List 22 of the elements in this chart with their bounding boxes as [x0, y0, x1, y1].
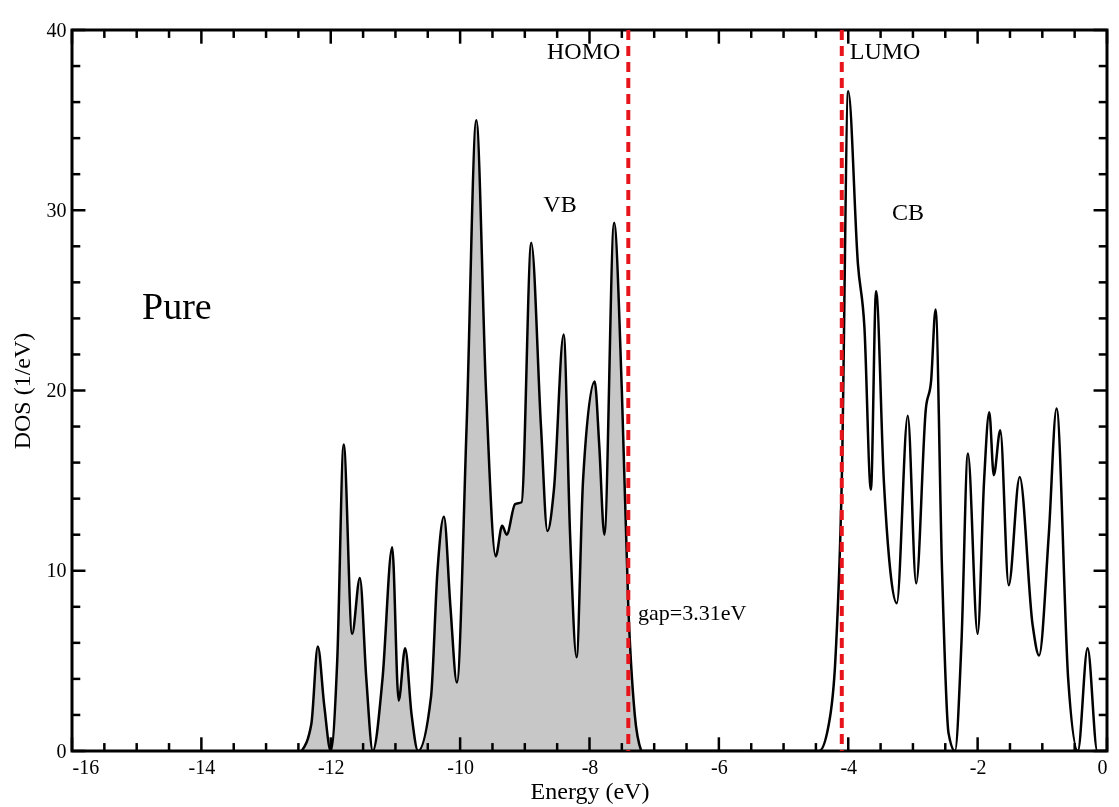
x-axis-title: Energy (eV)	[530, 777, 650, 804]
y-tick-label: 40	[46, 18, 67, 41]
x-tick-label: -4	[840, 755, 858, 778]
annotation: Pure	[142, 285, 212, 327]
x-tick-label: -6	[711, 755, 728, 778]
annotation: VB	[543, 191, 577, 217]
y-axis-title: DOS (1/eV)	[8, 332, 35, 450]
x-tick-label: -2	[969, 755, 987, 778]
y-tick-label: 10	[46, 559, 67, 582]
x-tick-label: -8	[581, 755, 599, 778]
annotation: CB	[891, 199, 925, 225]
y-tick-label: 0	[56, 739, 67, 762]
x-tick-label: 0	[1097, 755, 1108, 778]
y-tick-label: 20	[46, 379, 67, 401]
ref-line-label: LUMO	[849, 38, 921, 64]
annotation: gap=3.31eV	[638, 600, 747, 625]
ref-line-label: HOMO	[546, 38, 621, 64]
x-tick-label: -12	[317, 755, 345, 778]
x-tick-label: -10	[447, 755, 474, 778]
x-tick-label: -16	[72, 755, 100, 778]
y-tick-label: 30	[46, 198, 67, 221]
x-tick-label: -14	[188, 755, 216, 778]
